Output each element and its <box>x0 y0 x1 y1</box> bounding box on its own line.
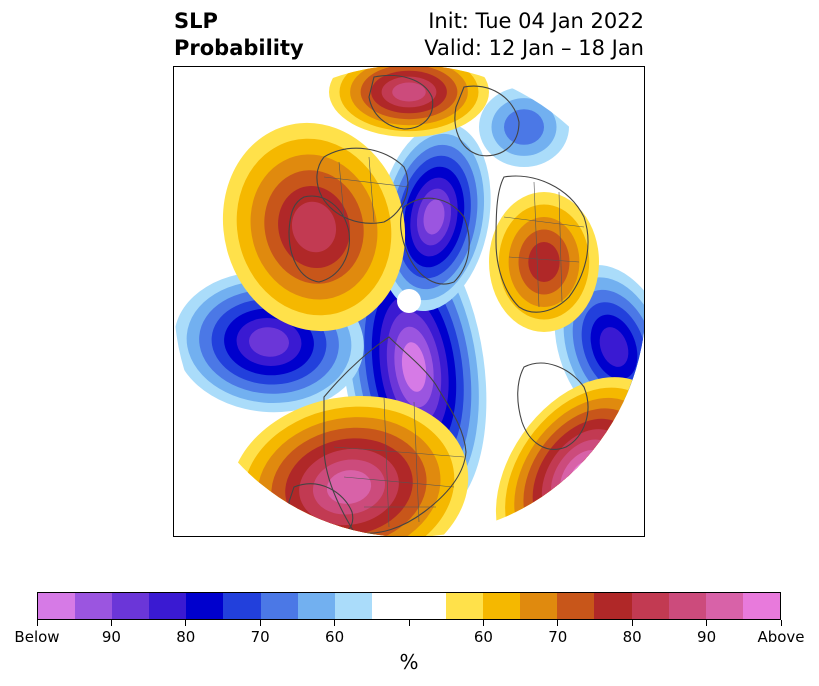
contour-band <box>599 327 629 367</box>
contour-above-top <box>329 67 489 137</box>
colorbar-segment <box>408 593 447 619</box>
country-borders <box>323 156 585 528</box>
colorbar-segment <box>112 593 150 619</box>
colorbar-segment <box>371 593 409 619</box>
colorbar-segment <box>705 593 743 619</box>
colorbar-segment <box>297 593 335 619</box>
colorbar-tick <box>259 620 261 626</box>
colorbar-tick-label: 90 <box>697 628 717 646</box>
colorbar-tick-label: 80 <box>622 628 642 646</box>
colorbar-segment <box>742 593 780 619</box>
valid-range: Valid: 12 Jan – 18 Jan <box>424 36 644 60</box>
probability-map-svg <box>174 67 644 536</box>
colorbar-tick <box>706 620 708 626</box>
map-dates: Init: Tue 04 Jan 2022 Valid: 12 Jan – 18… <box>424 8 644 62</box>
colorbar-segment <box>38 593 76 619</box>
colorbar-tick <box>482 620 484 626</box>
colorbar-segment <box>483 593 521 619</box>
pole-hole <box>397 289 421 313</box>
colorbar-tick-label: 70 <box>250 628 270 646</box>
colorbar-tick <box>36 620 38 626</box>
colorbar-tick-label: 60 <box>473 628 493 646</box>
init-date: Init: Tue 04 Jan 2022 <box>428 9 644 33</box>
contour-above-east <box>489 192 599 332</box>
polar-map <box>173 66 645 537</box>
colorbar-tick <box>334 620 336 626</box>
colorbar-tick <box>557 620 559 626</box>
title-variable: SLP <box>174 9 218 33</box>
colorbar-tick-label: Below <box>14 628 60 646</box>
colorbar-tick <box>631 620 633 626</box>
coastlines <box>288 74 589 536</box>
colorbar-tick-label: 90 <box>101 628 121 646</box>
colorbar-segment <box>260 593 298 619</box>
contour-band <box>392 82 426 102</box>
colorbar-tick-label: 70 <box>548 628 568 646</box>
colorbar-segment <box>594 593 632 619</box>
colorbar-segment <box>520 593 558 619</box>
colorbar-tick <box>780 620 782 626</box>
colorbar-segment <box>223 593 261 619</box>
colorbar-tick-label: 60 <box>325 628 345 646</box>
colorbar-tick-label: 80 <box>176 628 196 646</box>
colorbar-segment <box>149 593 187 619</box>
contour-band <box>528 242 560 282</box>
contour-above-southwest <box>229 395 469 536</box>
colorbar-segment <box>557 593 595 619</box>
colorbar-unit-label: % <box>399 650 419 674</box>
colorbar-tick <box>408 620 410 626</box>
colorbar-segment <box>75 593 113 619</box>
contour-below-arctic <box>377 122 491 312</box>
contour-above-west <box>222 122 406 332</box>
title-field: Probability <box>174 36 304 60</box>
colorbar-segment <box>334 593 372 619</box>
colorbar-segment <box>668 593 706 619</box>
map-title: SLP Probability <box>174 8 304 62</box>
colorbar-tick <box>110 620 112 626</box>
colorbar-tick-label: Above <box>757 628 805 646</box>
contour-band <box>504 109 544 145</box>
colorbar <box>37 592 781 620</box>
colorbar-segment <box>446 593 484 619</box>
contour-band <box>249 327 289 357</box>
colorbar-tick <box>185 620 187 626</box>
colorbar-segment <box>186 593 224 619</box>
contour-band <box>423 199 445 235</box>
colorbar-segment <box>631 593 669 619</box>
contour-band <box>291 201 337 253</box>
